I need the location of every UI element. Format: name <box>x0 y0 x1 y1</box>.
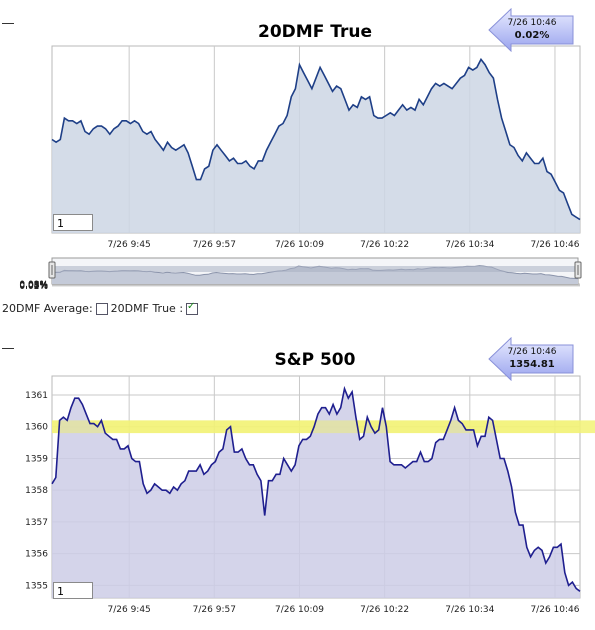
x-tick-label: 7/26 10:46 <box>530 240 579 250</box>
y-tick-label: 1357 <box>25 518 48 528</box>
true-checkbox[interactable] <box>186 301 199 315</box>
y-tick-label: 0.05% <box>19 281 48 291</box>
left-arrow-icon <box>488 8 574 52</box>
highlight-band-overlay <box>52 420 580 434</box>
average-checkbox[interactable] <box>95 302 108 315</box>
chart2-menu-dash[interactable] <box>2 348 14 349</box>
chart2-tooltip-date: 7/26 10:46 <box>507 347 557 357</box>
y-tick-label: 1356 <box>25 550 48 560</box>
x-tick-label: 7/26 9:57 <box>193 240 236 250</box>
series-area <box>52 59 580 234</box>
series-line <box>51 385 581 592</box>
y-tick-label: 1358 <box>25 486 48 496</box>
y-tick-label: 0.07% <box>19 281 48 291</box>
chart1-value-tooltip: 7/26 10:46 0.02% <box>487 8 575 52</box>
x-tick-label: 7/26 10:22 <box>360 605 409 615</box>
y-tick-label: 1361 <box>25 391 48 401</box>
chart2-zoom-input[interactable]: 1 <box>53 582 93 599</box>
y-tick-label: 1360 <box>25 423 48 433</box>
x-tick-label: 7/26 10:22 <box>360 240 409 250</box>
x-tick-label: 7/26 10:46 <box>530 605 579 615</box>
legend-average-label: 20DMF Average: <box>2 302 93 315</box>
legend-true-label: 20DMF True : <box>110 302 184 315</box>
chart2-title: S&P 500 <box>274 350 356 370</box>
x-tick-label: 7/26 9:45 <box>108 605 151 615</box>
legend: 20DMF Average: 20DMF True : <box>2 301 201 315</box>
y-tick-label: 0.06% <box>19 281 48 291</box>
x-tick-label: 7/26 10:09 <box>275 605 324 615</box>
chart2-value-tooltip: 7/26 10:46 1354.81 <box>487 337 575 381</box>
dmf-chart: 0.02%0.03%0.04%0.05%0.06%0.07%0.08%0.09%… <box>19 45 581 292</box>
left-arrow-icon <box>488 337 574 381</box>
y-tick-label: 0.03% <box>19 282 48 292</box>
y-tick-label: 1355 <box>25 581 48 591</box>
series-area <box>52 388 580 598</box>
range-navigator[interactable] <box>0 252 595 292</box>
x-tick-label: 7/26 9:57 <box>193 605 236 615</box>
y-tick-label: 0.04% <box>19 281 48 291</box>
chart1-zoom-input[interactable]: 1 <box>53 214 93 231</box>
navigator-scrollbar[interactable] <box>52 266 578 272</box>
chart2-tooltip-value: 1354.81 <box>509 359 555 370</box>
y-tick-label: 1359 <box>25 454 48 464</box>
y-tick-label: 0.08% <box>19 280 48 290</box>
x-tick-label: 7/26 10:34 <box>445 240 494 250</box>
chart1-tooltip-date: 7/26 10:46 <box>507 18 557 28</box>
y-tick-label: 0.09% <box>19 280 48 290</box>
x-tick-label: 7/26 10:09 <box>275 240 324 250</box>
chart1-tooltip-value: 0.02% <box>514 30 550 41</box>
chart1-menu-dash[interactable] <box>2 23 14 24</box>
x-tick-label: 7/26 10:34 <box>445 605 494 615</box>
series-line <box>51 57 581 221</box>
x-tick-label: 7/26 9:45 <box>108 240 151 250</box>
chart1-title: 20DMF True <box>258 22 372 42</box>
y-tick-label: 0.02% <box>19 282 48 292</box>
